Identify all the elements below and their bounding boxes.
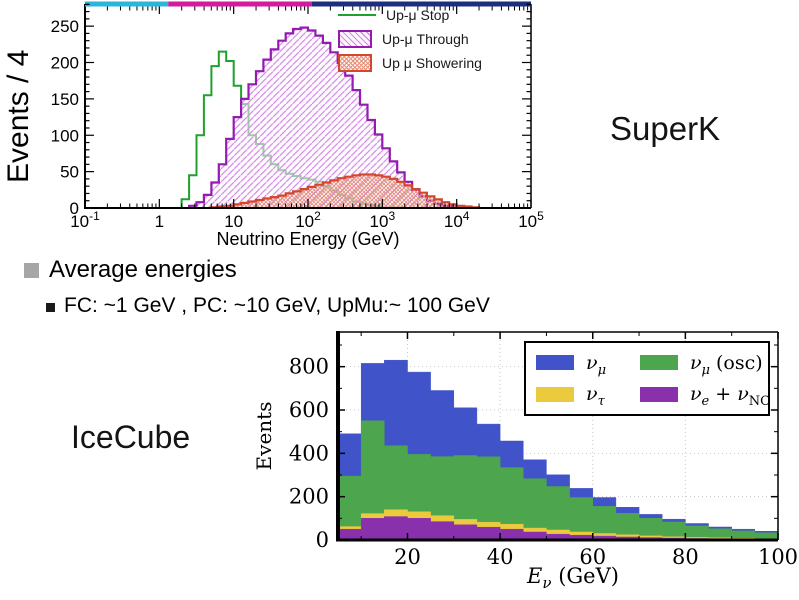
x-tick-label: 10 xyxy=(224,212,243,231)
x-tick-label: 105 xyxy=(518,209,544,231)
series-outline xyxy=(210,173,481,209)
series-fill xyxy=(211,174,479,208)
subbullet-text: FC: ~1 GeV , PC: ~10 GeV, UpMu:~ 100 GeV xyxy=(64,294,490,317)
x-tick-label: 80 xyxy=(672,545,699,569)
y-tick-label: 50 xyxy=(60,163,79,182)
legend-item: Up-μ Through xyxy=(338,29,482,48)
legend-swatch-nu_tau xyxy=(536,386,574,402)
legend-label: Up μ Showering xyxy=(382,54,482,71)
y-tick-label: 150 xyxy=(51,90,79,109)
icecube-label: IceCube xyxy=(71,419,191,455)
bullet-square-icon xyxy=(24,263,39,278)
legend-item-nu_mu: νμ xyxy=(536,351,640,378)
legend-swatch-nu_e_nc xyxy=(639,386,678,402)
y-tick-label: 200 xyxy=(51,54,79,73)
legend-item-nu_tau: ντ xyxy=(536,383,640,410)
legend-item-nu_mu_osc: νμ (osc) xyxy=(639,351,763,378)
icecube-legend: νμ νμ (osc) ντ νe + νNC xyxy=(524,341,770,416)
y-tick-label: 0 xyxy=(70,199,79,218)
legend-item: Up μ Showering xyxy=(338,53,482,72)
bullet-average-energies: Average energies xyxy=(24,256,237,284)
y-tick-label: 800 xyxy=(289,355,329,379)
legend-label-nu_tau: ντ xyxy=(586,383,605,410)
legend-label-nu_e_nc: νe + νNC xyxy=(689,383,771,410)
series-fill xyxy=(189,27,465,208)
superk-plot: 0 50 100 150 200 250 10-1 1 10 102 103 104 105 Events… xyxy=(0,0,545,252)
x-tick-label: 102 xyxy=(295,209,321,231)
bullet-text: Average energies xyxy=(49,256,237,283)
legend-swatch xyxy=(338,29,372,48)
subbullet-energies: FC: ~1 GeV , PC: ~10 GeV, UpMu:~ 100 GeV xyxy=(46,294,490,318)
superk-x-axis-title: Neutrino Energy (GeV) xyxy=(216,229,399,249)
y-tick-label: 200 xyxy=(289,485,329,509)
legend-swatch-nu_mu xyxy=(536,355,574,371)
legend-label-nu_mu: νμ xyxy=(586,351,607,378)
icecube-x-axis-title: Eν​ (GeV) xyxy=(526,564,619,592)
stacked-series xyxy=(337,420,779,541)
y-tick-label: 100 xyxy=(51,126,79,145)
y-tick-label: 600 xyxy=(289,398,329,422)
y-tick-label: 400 xyxy=(289,441,329,465)
x-tick-label: 100 xyxy=(758,545,798,569)
x-tick-label: 40 xyxy=(487,545,514,569)
superk-label: SuperK xyxy=(610,110,721,147)
superk-y-axis-title: Events / 4 xyxy=(2,50,35,183)
legend-swatch xyxy=(338,53,372,72)
legend-item: Up-μ Stop xyxy=(338,6,482,23)
y-tick-label: 250 xyxy=(51,17,79,36)
legend-swatch xyxy=(338,13,376,16)
legend-label: Up-μ Through xyxy=(382,30,469,47)
x-tick-label: 103 xyxy=(370,209,396,231)
superk-chart: 0 50 100 150 200 250 10-1 1 10 102 103 104 105 Events… xyxy=(2,1,544,249)
x-tick-label: 104 xyxy=(444,209,470,231)
x-tick-label: 1 xyxy=(155,212,164,231)
legend-item-nu_e_nc: νe + νNC xyxy=(639,383,770,408)
icecube-chart: 20 40 60 80 100 0 200 400 600 800 Events Eν​ (GeV) xyxy=(255,331,798,592)
x-tick-label: 10-1 xyxy=(70,209,100,231)
y-tick-label: 0 xyxy=(316,528,329,552)
legend-label-nu_mu_osc: νμ (osc) xyxy=(689,351,763,378)
icecube-y-axis-title: Events xyxy=(255,402,276,471)
x-tick-label: 60 xyxy=(579,545,606,569)
superk-legend: Up-μ Stop Up-μ Through Up μ Showering xyxy=(338,6,482,72)
subbullet-square-icon xyxy=(46,303,55,312)
legend-swatch-nu_mu_osc xyxy=(639,355,678,371)
legend-label: Up-μ Stop xyxy=(386,6,450,23)
x-tick-label: 20 xyxy=(394,545,421,569)
